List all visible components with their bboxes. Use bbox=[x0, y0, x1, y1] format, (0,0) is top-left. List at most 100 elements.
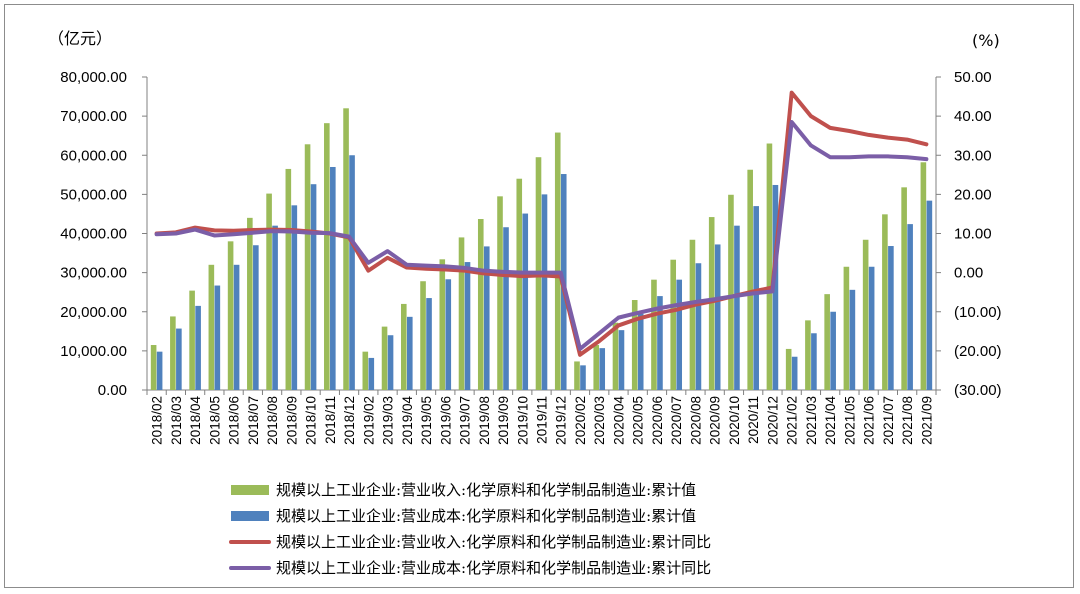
x-tick-label: 2021/03 bbox=[804, 396, 819, 445]
x-tick-label: 2020/09 bbox=[708, 396, 723, 445]
bar bbox=[477, 219, 484, 390]
bar bbox=[156, 351, 163, 390]
legend-label: 规模以上工业企业:营业收入:化学原料和化学制品制造业:累计同比 bbox=[276, 533, 711, 551]
x-tick-label: 2020/04 bbox=[611, 396, 626, 445]
x-tick-label: 2019/04 bbox=[400, 396, 415, 445]
bar bbox=[426, 298, 432, 390]
bar bbox=[400, 303, 407, 390]
left-axis-unit: （亿元） bbox=[48, 29, 112, 48]
right-tick-label: 50.00 bbox=[954, 69, 992, 86]
left-tick-label: 0.00 bbox=[98, 382, 127, 399]
x-tick-label: 2021/05 bbox=[842, 396, 857, 445]
x-tick-label: 2020/02 bbox=[573, 396, 588, 445]
x-tick-label: 2018/07 bbox=[246, 396, 261, 445]
legend-swatch bbox=[231, 485, 269, 495]
bar bbox=[728, 194, 734, 390]
series-line bbox=[154, 119, 929, 351]
x-tick-label: 2021/04 bbox=[823, 396, 838, 445]
bar bbox=[176, 328, 182, 390]
bar bbox=[580, 365, 586, 390]
bar bbox=[272, 225, 278, 390]
bar bbox=[753, 206, 759, 390]
x-tick-label: 2020/07 bbox=[669, 396, 684, 445]
bar bbox=[618, 330, 625, 390]
bar bbox=[214, 285, 221, 390]
bar bbox=[368, 357, 375, 390]
legend-label: 规模以上工业企业:营业成本:化学原料和化学制品制造业:累计值 bbox=[276, 507, 696, 525]
x-tick-label: 2018/11 bbox=[323, 396, 338, 444]
legend-label: 规模以上工业企业:营业收入:化学原料和化学制品制造业:累计值 bbox=[276, 481, 696, 499]
left-tick-label: 70,000.00 bbox=[60, 108, 127, 125]
right-tick-label: (20.00) bbox=[954, 343, 1002, 360]
bar bbox=[689, 239, 696, 390]
bar bbox=[406, 316, 413, 390]
bar bbox=[920, 162, 927, 390]
right-axis-unit: (%) bbox=[972, 31, 1000, 50]
x-tick-label: 2020/10 bbox=[727, 396, 742, 445]
bar bbox=[734, 225, 740, 390]
x-tick-label: 2020/12 bbox=[765, 396, 780, 445]
bar bbox=[830, 311, 836, 390]
legend-swatch bbox=[231, 511, 269, 521]
x-tick-label: 2021/07 bbox=[881, 396, 896, 445]
bar bbox=[599, 348, 606, 390]
bar bbox=[304, 144, 311, 390]
left-tick-label: 50,000.00 bbox=[60, 186, 127, 203]
bar bbox=[349, 155, 355, 390]
x-tick-label: 2019/12 bbox=[554, 396, 569, 445]
bar bbox=[882, 214, 888, 390]
x-tick-label: 2021/08 bbox=[900, 396, 915, 445]
bar bbox=[381, 326, 388, 390]
right-tick-label: (30.00) bbox=[954, 382, 1002, 399]
x-tick-label: 2019/09 bbox=[496, 396, 511, 445]
bar bbox=[266, 193, 272, 390]
bar bbox=[522, 213, 529, 390]
bar bbox=[497, 196, 503, 390]
bar bbox=[695, 263, 702, 390]
bar bbox=[637, 313, 644, 390]
bar bbox=[714, 244, 721, 390]
bar bbox=[439, 259, 446, 390]
x-tick-label: 2018/06 bbox=[227, 396, 242, 445]
x-tick-label: 2019/02 bbox=[361, 396, 376, 445]
bar bbox=[868, 266, 875, 390]
bar bbox=[670, 259, 677, 390]
right-tick-label: 20.00 bbox=[954, 186, 992, 203]
x-tick-label: 2018/03 bbox=[169, 396, 184, 445]
bar bbox=[464, 262, 471, 390]
bar bbox=[516, 178, 523, 390]
bar bbox=[195, 305, 201, 390]
bar bbox=[766, 143, 773, 390]
legend-label: 规模以上工业企业:营业成本:化学原料和化学制品制造业:累计同比 bbox=[276, 559, 711, 577]
x-tick-label: 2018/12 bbox=[342, 396, 357, 445]
x-tick-label: 2018/04 bbox=[188, 396, 203, 445]
bar bbox=[785, 348, 792, 390]
bar bbox=[541, 194, 548, 391]
bar bbox=[849, 289, 856, 390]
x-tick-label: 2020/06 bbox=[650, 396, 665, 445]
x-tick-label: 2018/09 bbox=[284, 396, 299, 445]
bar bbox=[824, 294, 830, 390]
bar bbox=[343, 108, 349, 391]
bar bbox=[651, 279, 657, 390]
bar bbox=[888, 246, 894, 390]
right-tick-label: 0.00 bbox=[954, 265, 983, 282]
bar bbox=[772, 184, 779, 390]
bar bbox=[676, 279, 683, 390]
legend: 规模以上工业企业:营业收入:化学原料和化学制品制造业:累计值规模以上工业企业:营… bbox=[229, 481, 711, 577]
bar bbox=[862, 239, 869, 390]
left-tick-label: 10,000.00 bbox=[60, 343, 127, 360]
x-tick-label: 2021/02 bbox=[785, 396, 800, 445]
bar bbox=[811, 333, 817, 390]
bar bbox=[291, 205, 298, 390]
bar bbox=[227, 241, 234, 390]
bar bbox=[657, 296, 663, 390]
bar bbox=[387, 335, 394, 390]
bar bbox=[554, 132, 561, 390]
bar bbox=[208, 264, 215, 390]
bar bbox=[805, 320, 811, 390]
x-tick-label: 2019/03 bbox=[381, 396, 396, 445]
left-tick-label: 30,000.00 bbox=[60, 265, 127, 282]
right-tick-label: 30.00 bbox=[954, 147, 992, 164]
